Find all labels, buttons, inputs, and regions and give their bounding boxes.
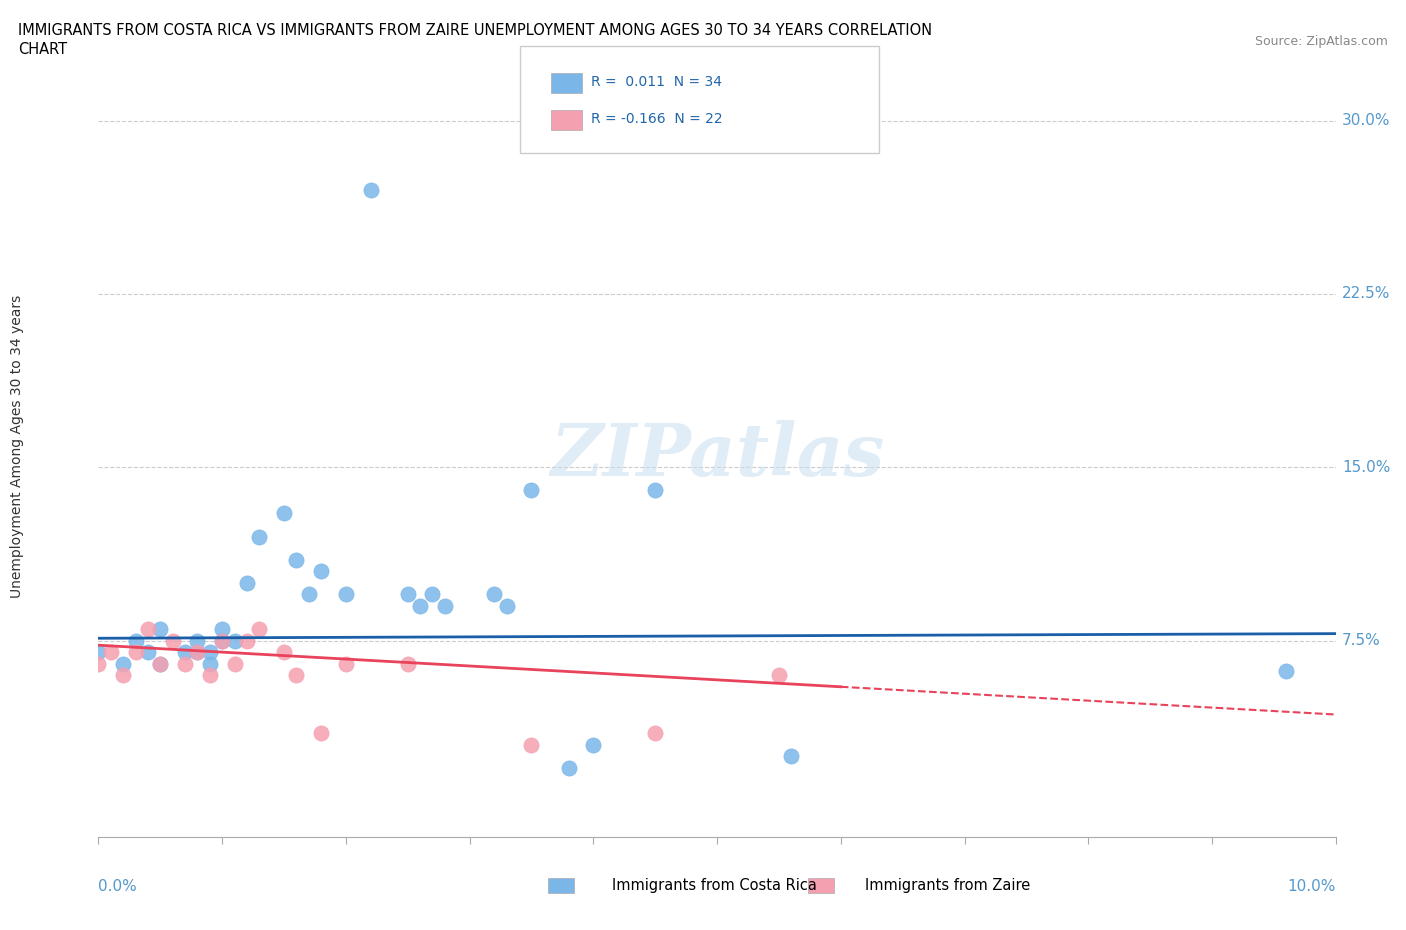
Text: ZIPatlas: ZIPatlas xyxy=(550,420,884,491)
Point xyxy=(433,599,456,614)
Text: 7.5%: 7.5% xyxy=(1341,633,1381,648)
Point xyxy=(484,587,506,602)
Point xyxy=(211,633,233,648)
Point xyxy=(87,644,110,659)
Point xyxy=(224,657,246,671)
Point xyxy=(1275,663,1298,678)
Text: 30.0%: 30.0% xyxy=(1341,113,1391,128)
Text: CHART: CHART xyxy=(18,42,67,57)
Point xyxy=(236,633,259,648)
Point xyxy=(149,657,172,671)
Point xyxy=(335,587,357,602)
Point xyxy=(211,621,233,636)
Point xyxy=(198,657,221,671)
Point xyxy=(644,725,666,740)
Point xyxy=(198,644,221,659)
Point xyxy=(273,644,295,659)
Point xyxy=(186,644,208,659)
Point xyxy=(360,182,382,197)
Point xyxy=(149,621,172,636)
Point xyxy=(644,483,666,498)
Point xyxy=(162,633,184,648)
Point xyxy=(768,668,790,683)
Point xyxy=(285,668,308,683)
Point xyxy=(309,564,332,578)
Text: IMMIGRANTS FROM COSTA RICA VS IMMIGRANTS FROM ZAIRE UNEMPLOYMENT AMONG AGES 30 T: IMMIGRANTS FROM COSTA RICA VS IMMIGRANTS… xyxy=(18,23,932,38)
Point xyxy=(273,506,295,521)
Point xyxy=(247,621,270,636)
Point xyxy=(124,644,146,659)
Text: 15.0%: 15.0% xyxy=(1341,459,1391,474)
Point xyxy=(198,668,221,683)
Point xyxy=(124,633,146,648)
Point xyxy=(298,587,321,602)
Point xyxy=(112,668,135,683)
Point xyxy=(582,737,605,752)
Point xyxy=(247,529,270,544)
Point xyxy=(780,749,803,764)
Point xyxy=(186,644,208,659)
Text: 0.0%: 0.0% xyxy=(98,879,138,894)
Text: Immigrants from Costa Rica: Immigrants from Costa Rica xyxy=(612,878,817,893)
Point xyxy=(136,621,159,636)
Point xyxy=(422,587,444,602)
Point xyxy=(409,599,432,614)
Point xyxy=(285,552,308,567)
Point xyxy=(87,657,110,671)
Point xyxy=(211,633,233,648)
Point xyxy=(136,644,159,659)
Point xyxy=(520,737,543,752)
Point xyxy=(557,760,579,775)
Point xyxy=(335,657,357,671)
Point xyxy=(149,657,172,671)
Text: 22.5%: 22.5% xyxy=(1341,286,1391,301)
Text: R = -0.166  N = 22: R = -0.166 N = 22 xyxy=(591,112,723,126)
Point xyxy=(174,644,197,659)
Text: Unemployment Among Ages 30 to 34 years: Unemployment Among Ages 30 to 34 years xyxy=(10,295,24,598)
Text: Source: ZipAtlas.com: Source: ZipAtlas.com xyxy=(1254,35,1388,48)
Point xyxy=(112,657,135,671)
Point xyxy=(396,657,419,671)
Point xyxy=(396,587,419,602)
Point xyxy=(236,576,259,591)
Text: Immigrants from Zaire: Immigrants from Zaire xyxy=(865,878,1031,893)
Point xyxy=(495,599,517,614)
Point xyxy=(174,657,197,671)
Text: R =  0.011  N = 34: R = 0.011 N = 34 xyxy=(591,74,721,89)
Point xyxy=(224,633,246,648)
Point xyxy=(520,483,543,498)
Text: 10.0%: 10.0% xyxy=(1288,879,1336,894)
Point xyxy=(309,725,332,740)
Point xyxy=(100,644,122,659)
Point xyxy=(186,633,208,648)
